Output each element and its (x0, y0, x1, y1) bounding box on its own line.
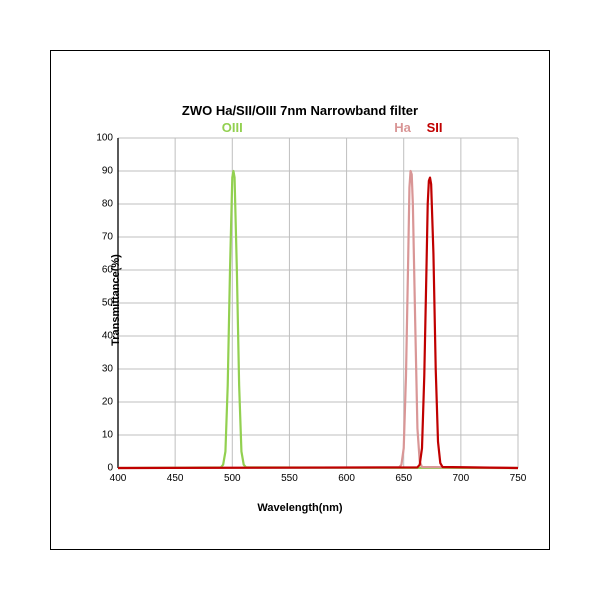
x-tick-label: 500 (224, 473, 241, 484)
chart-svg (118, 138, 518, 468)
chart-title: ZWO Ha/SII/OIII 7nm Narrowband filter (58, 103, 542, 118)
x-tick-label: 650 (395, 473, 412, 484)
y-tick-label: 90 (83, 166, 113, 177)
series-sii (118, 178, 518, 468)
x-tick-label: 750 (510, 473, 527, 484)
y-tick-label: 100 (83, 133, 113, 144)
y-tick-label: 10 (83, 430, 113, 441)
y-tick-label: 40 (83, 331, 113, 342)
series-label-ha: Ha (394, 120, 411, 135)
x-tick-label: 550 (281, 473, 298, 484)
y-tick-label: 50 (83, 298, 113, 309)
x-tick-label: 450 (167, 473, 184, 484)
series-ha (118, 171, 518, 468)
series-oiii (118, 171, 518, 468)
y-tick-label: 20 (83, 397, 113, 408)
chart-container: ZWO Ha/SII/OIII 7nm Narrowband filter Tr… (58, 58, 542, 542)
x-tick-label: 600 (338, 473, 355, 484)
y-tick-label: 70 (83, 232, 113, 243)
y-tick-label: 0 (83, 463, 113, 474)
x-axis-label: Wavelength(nm) (58, 502, 542, 514)
plot-area: 0102030405060708090100400450500550600650… (118, 138, 518, 468)
y-tick-label: 60 (83, 265, 113, 276)
x-tick-label: 400 (110, 473, 127, 484)
series-label-oiii: OIII (222, 120, 243, 135)
x-tick-label: 700 (453, 473, 470, 484)
series-label-sii: SII (427, 120, 443, 135)
y-tick-label: 30 (83, 364, 113, 375)
y-tick-label: 80 (83, 199, 113, 210)
